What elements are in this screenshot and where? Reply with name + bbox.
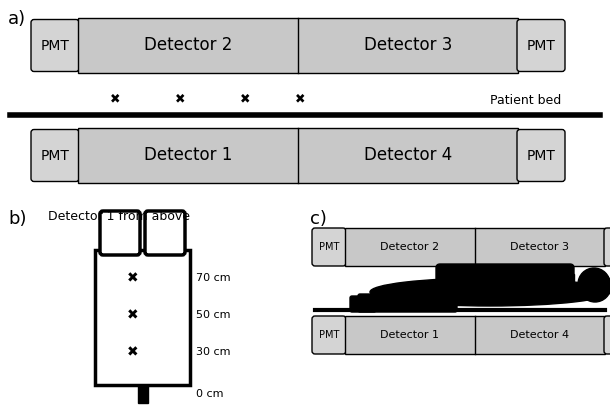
Text: PMT: PMT bbox=[40, 39, 70, 53]
Circle shape bbox=[579, 270, 610, 302]
Text: Detector 2: Detector 2 bbox=[381, 242, 440, 252]
Text: a): a) bbox=[8, 10, 26, 28]
FancyBboxPatch shape bbox=[517, 129, 565, 182]
Text: Detector 1: Detector 1 bbox=[144, 147, 232, 164]
Text: 0 cm: 0 cm bbox=[196, 389, 223, 399]
Text: ✖: ✖ bbox=[240, 92, 250, 105]
Text: ✖: ✖ bbox=[127, 345, 138, 359]
Text: PMT: PMT bbox=[526, 149, 556, 162]
Text: ✖: ✖ bbox=[127, 308, 138, 322]
Text: PMT: PMT bbox=[40, 149, 70, 162]
Text: Detector 1 from above: Detector 1 from above bbox=[48, 210, 190, 223]
Text: ✖: ✖ bbox=[295, 92, 305, 105]
Text: PMT: PMT bbox=[526, 39, 556, 53]
FancyBboxPatch shape bbox=[604, 228, 610, 266]
Text: PMT: PMT bbox=[319, 242, 339, 252]
Text: PMT: PMT bbox=[319, 330, 339, 340]
FancyBboxPatch shape bbox=[517, 20, 565, 72]
FancyBboxPatch shape bbox=[31, 20, 79, 72]
Text: ✖: ✖ bbox=[127, 271, 138, 285]
Text: 50 cm: 50 cm bbox=[196, 310, 231, 320]
Bar bbox=[345, 316, 605, 354]
Bar bbox=[562, 274, 574, 290]
FancyBboxPatch shape bbox=[436, 264, 574, 300]
Text: 30 cm: 30 cm bbox=[196, 347, 231, 357]
FancyBboxPatch shape bbox=[145, 211, 185, 255]
Text: Detector 4: Detector 4 bbox=[364, 147, 452, 164]
Text: 70 cm: 70 cm bbox=[196, 273, 231, 283]
FancyBboxPatch shape bbox=[358, 294, 457, 312]
Text: ✖: ✖ bbox=[110, 92, 120, 105]
Text: Patient bed: Patient bed bbox=[490, 94, 561, 107]
Text: c): c) bbox=[310, 210, 327, 228]
FancyBboxPatch shape bbox=[350, 296, 376, 312]
Bar bbox=[345, 228, 605, 266]
Text: Detector 3: Detector 3 bbox=[511, 242, 570, 252]
Text: Detector 1: Detector 1 bbox=[381, 330, 439, 340]
Text: Detector 2: Detector 2 bbox=[144, 37, 232, 55]
FancyBboxPatch shape bbox=[31, 129, 79, 182]
FancyBboxPatch shape bbox=[312, 316, 346, 354]
Bar bbox=[78, 128, 518, 183]
Bar bbox=[95, 250, 190, 385]
Text: ✖: ✖ bbox=[174, 92, 185, 105]
Bar bbox=[137, 385, 148, 403]
Text: Detector 3: Detector 3 bbox=[364, 37, 452, 55]
FancyBboxPatch shape bbox=[312, 228, 346, 266]
Bar bbox=[78, 18, 518, 73]
Ellipse shape bbox=[370, 278, 610, 306]
Circle shape bbox=[578, 268, 610, 300]
FancyBboxPatch shape bbox=[604, 316, 610, 354]
Text: Detector 4: Detector 4 bbox=[511, 330, 570, 340]
Text: b): b) bbox=[8, 210, 26, 228]
FancyBboxPatch shape bbox=[100, 211, 140, 255]
